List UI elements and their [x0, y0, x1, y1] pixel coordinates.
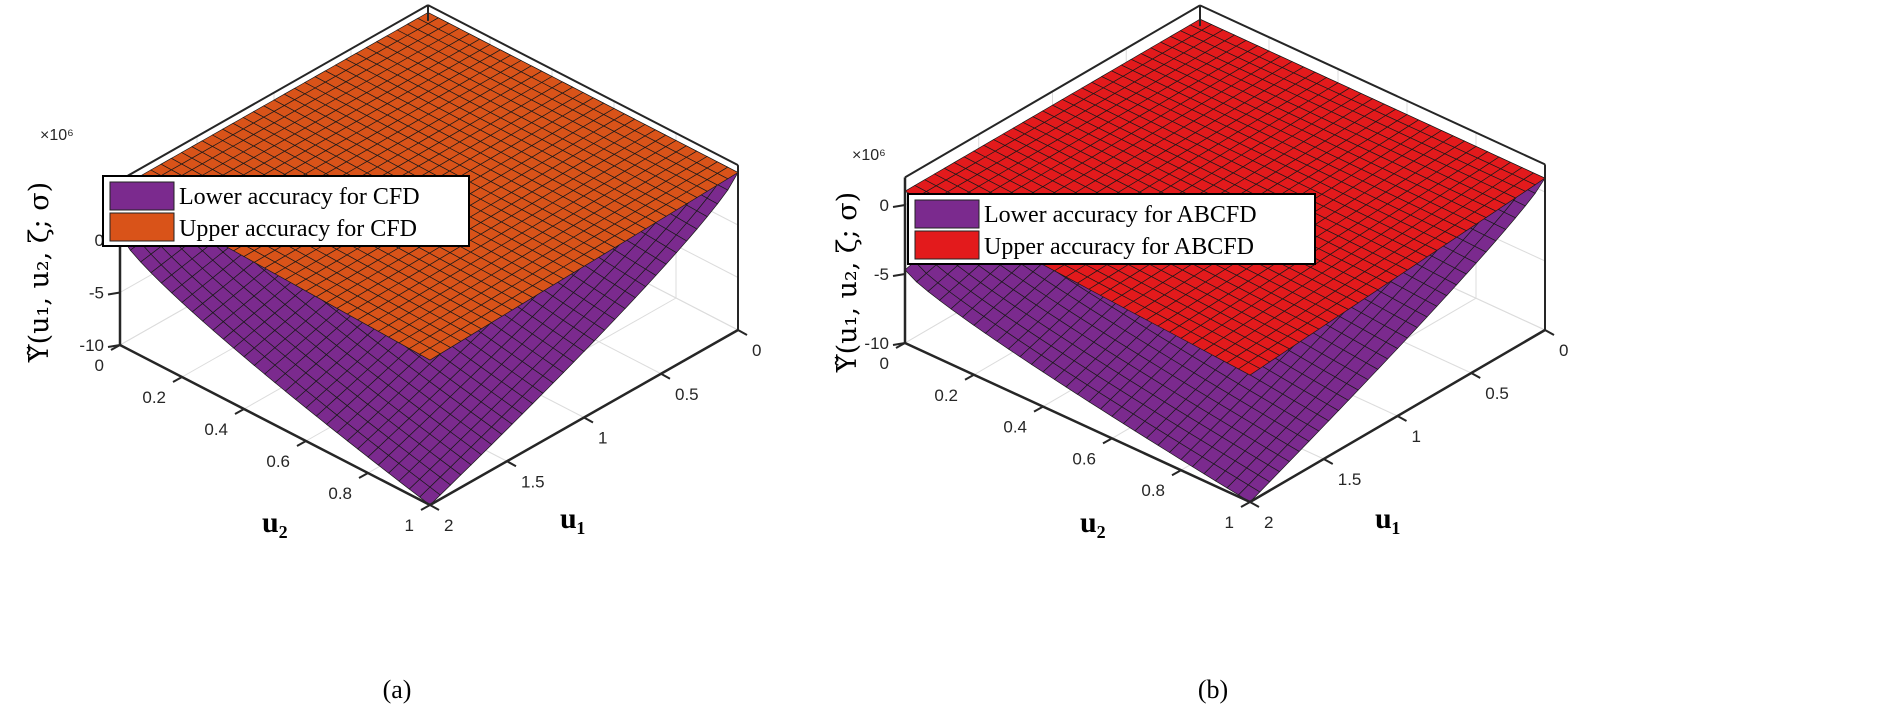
- u1-tick: [1544, 329, 1555, 336]
- u2-tick-label: 0.4: [1003, 418, 1027, 437]
- box-edge: [427, 4, 739, 167]
- surface-plot-b: 0 0.2 0.4 0.6 0.8 1 0 0.5 1 1.5 2 -10 -5 0: [864, 4, 1568, 532]
- u2-tick-label: 0.2: [934, 386, 958, 405]
- box-edge: [119, 4, 429, 182]
- u2-tick-label: 0.4: [204, 420, 228, 439]
- u1-tick-label: 1: [598, 429, 607, 448]
- u2-tick-label: 1: [1225, 513, 1234, 532]
- z-tick-label: 0: [880, 196, 889, 215]
- u2-tick: [296, 440, 307, 447]
- u2-tick: [1240, 501, 1251, 508]
- u2-tick: [172, 376, 183, 383]
- legend: Lower accuracy for ABCFD Upper accuracy …: [907, 193, 1316, 265]
- u1-tick: [1470, 372, 1481, 379]
- z-tick-label: -5: [874, 265, 889, 284]
- u2-tick-label: 1: [405, 516, 414, 535]
- z-tick-label: -10: [864, 334, 889, 353]
- u1-tick: [506, 460, 517, 468]
- u1-tick-label: 1.5: [1338, 470, 1362, 489]
- u2-tick-label: 0.8: [1141, 481, 1165, 500]
- u1-tick: [1249, 501, 1260, 508]
- z-multiplier: ×10⁶: [40, 127, 74, 144]
- u2-tick-label: 0.6: [266, 452, 290, 471]
- legend-swatch-lower: [109, 181, 175, 211]
- z-tick-label: -5: [89, 284, 104, 303]
- legend-swatch-upper: [914, 230, 980, 260]
- u1-tick-label: 0: [1559, 341, 1568, 360]
- legend-swatch-lower: [914, 199, 980, 229]
- u1-tick: [1397, 415, 1407, 422]
- surface-plot-a: 0 0.2 0.4 0.6 0.8 1 0 0.5 1 1.5 2 -10 -5 0: [79, 4, 761, 535]
- legend-label-lower: Lower accuracy for CFD: [179, 184, 420, 210]
- z-multiplier: ×10⁶: [852, 147, 886, 164]
- u1-tick: [660, 372, 671, 380]
- u2-tick-label: 0: [880, 354, 889, 373]
- panel-a: 0 0.2 0.4 0.6 0.8 1 0 0.5 1 1.5 2 -10 -5 0 ×10⁶ Υ̃(u₁…: [24, 4, 761, 704]
- u1-tick: [1323, 458, 1334, 465]
- u2-tick-label: 0: [95, 356, 104, 375]
- z-tick: [107, 344, 121, 348]
- u2-tick-label: 0.6: [1072, 449, 1096, 468]
- panel-b: 0 0.2 0.4 0.6 0.8 1 0 0.5 1 1.5 2 -10 -5 0 ×10⁶ Υ̃(u₁…: [832, 4, 1568, 704]
- u1-tick-label: 2: [444, 516, 453, 535]
- u1-tick-label: 0.5: [675, 385, 699, 404]
- u1-tick: [583, 416, 594, 424]
- u2-tick: [964, 373, 975, 381]
- legend-label-upper: Upper accuracy for CFD: [179, 216, 417, 242]
- z-tick-label: -10: [79, 336, 104, 355]
- u1-tick-label: 0.5: [1485, 384, 1509, 403]
- u1-axis-label: u₁: [1375, 502, 1401, 535]
- legend-swatch-upper: [109, 212, 175, 242]
- u1-tick: [737, 329, 748, 336]
- z-tick: [892, 204, 906, 208]
- caption-b: (b): [1198, 675, 1228, 704]
- u2-tick-label: 0.8: [328, 484, 352, 503]
- z-axis-label: Υ̃(u₁, u₂, ζ; σ): [24, 182, 55, 363]
- z-tick-label: 0: [95, 231, 104, 250]
- z-axis-label: Υ̃(u₁, u₂, ζ; σ): [832, 192, 863, 373]
- u1-tick-label: 1.5: [521, 472, 545, 491]
- z-tick: [107, 291, 121, 296]
- u2-axis-label: u₂: [262, 506, 288, 539]
- u2-tick: [234, 408, 245, 415]
- u2-tick: [358, 472, 369, 479]
- surface-quad: [418, 347, 441, 361]
- legend-label-upper: Upper accuracy for ABCFD: [984, 234, 1254, 260]
- u2-tick: [1171, 469, 1182, 477]
- z-tick: [892, 273, 906, 277]
- u1-tick-label: 0: [752, 341, 761, 360]
- u1-tick-label: 2: [1264, 513, 1273, 532]
- u2-axis-label: u₂: [1080, 506, 1106, 539]
- u2-axis-line: [119, 343, 431, 507]
- u2-tick-label: 0.2: [142, 388, 166, 407]
- u1-axis-label: u₁: [560, 502, 586, 535]
- u1-tick-label: 1: [1412, 427, 1421, 446]
- legend-label-lower: Lower accuracy for ABCFD: [984, 202, 1257, 228]
- u2-tick: [1102, 437, 1113, 445]
- u1-tick: [429, 504, 440, 511]
- caption-a: (a): [383, 675, 412, 704]
- u2-tick: [420, 504, 431, 511]
- legend: Lower accuracy for CFD Upper accuracy fo…: [102, 175, 470, 247]
- u2-tick: [1033, 405, 1044, 413]
